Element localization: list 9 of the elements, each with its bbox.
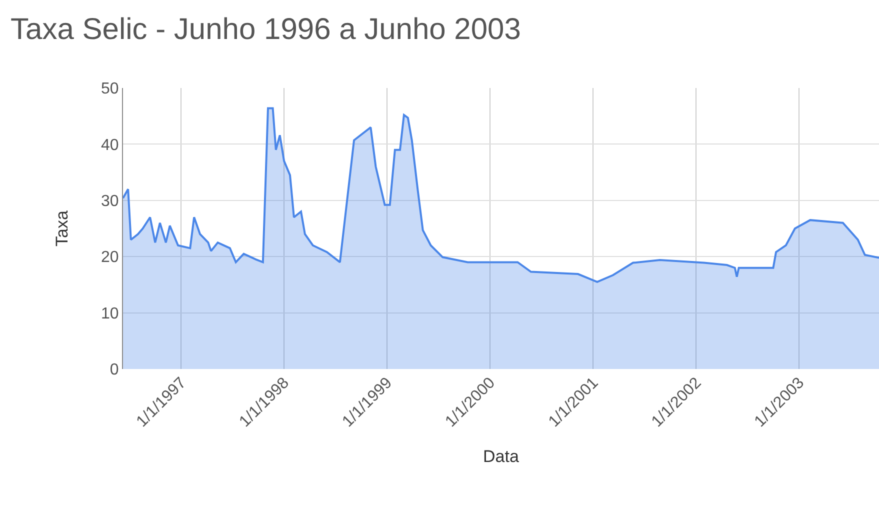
y-tick-label: 0 bbox=[110, 362, 119, 379]
y-tick-label: 50 bbox=[101, 80, 119, 98]
y-axis-title: Taxa bbox=[52, 210, 72, 246]
chart-title: Taxa Selic - Junho 1996 a Junho 2003 bbox=[10, 13, 521, 46]
y-tick-label: 10 bbox=[101, 305, 119, 322]
y-tick-label: 30 bbox=[101, 193, 119, 210]
y-tick-label: 40 bbox=[101, 136, 119, 154]
y-tick-label: 20 bbox=[101, 249, 119, 266]
x-axis-title: Data bbox=[483, 446, 520, 466]
